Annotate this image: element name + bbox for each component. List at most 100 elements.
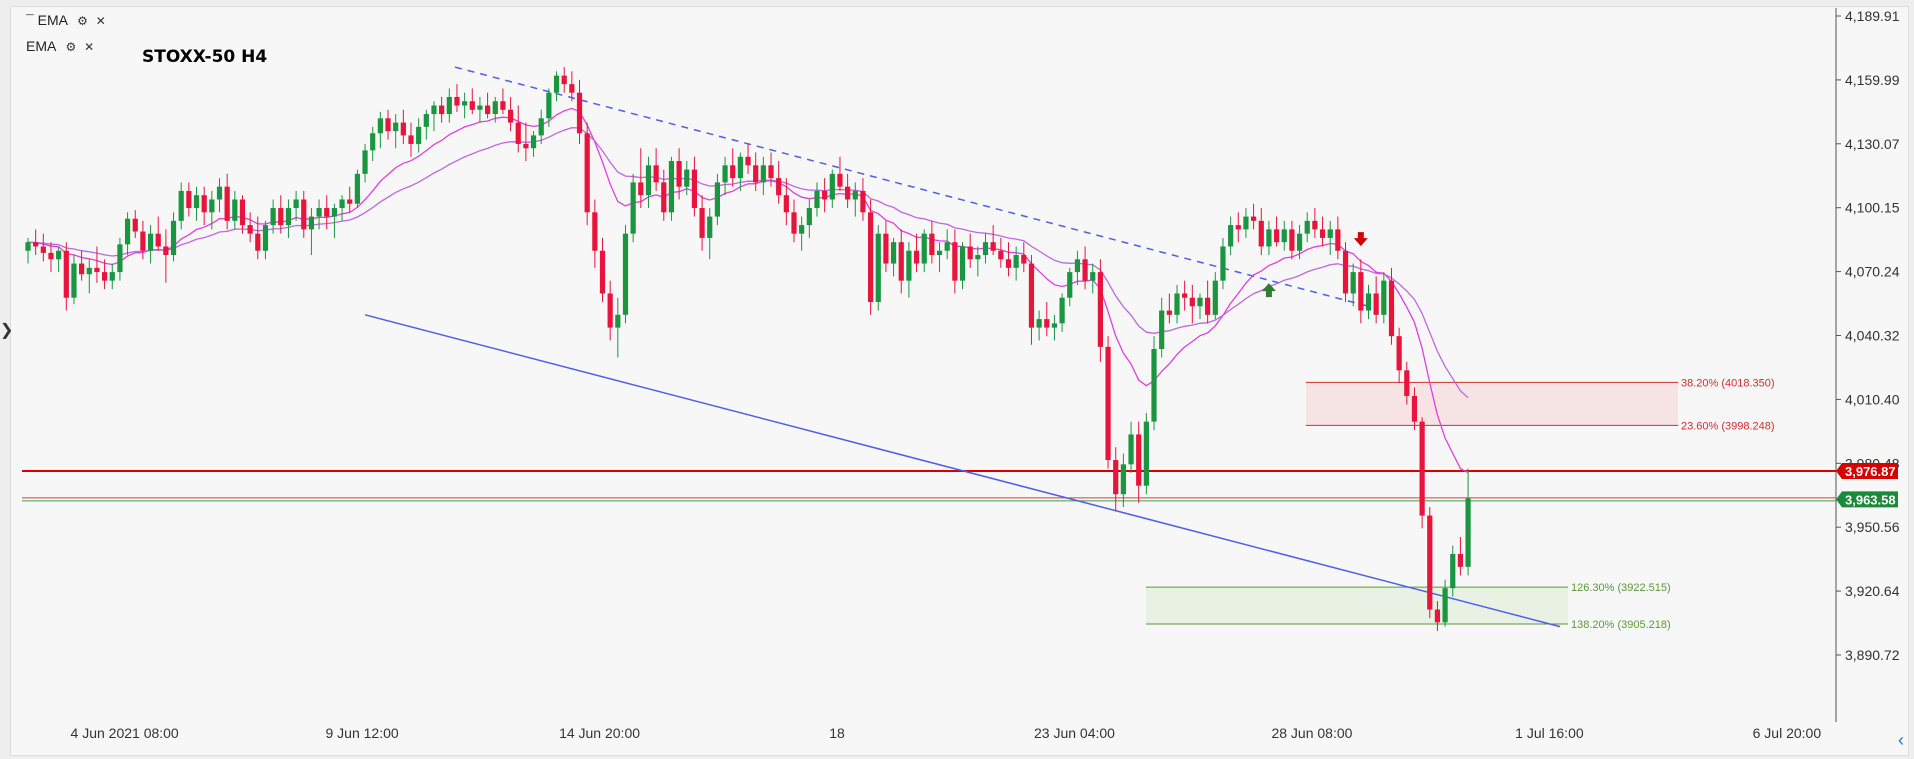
chart-panel[interactable] bbox=[10, 6, 1909, 756]
candle-body bbox=[40, 246, 46, 253]
candle bbox=[331, 203, 337, 238]
candle-body bbox=[952, 242, 958, 281]
candle bbox=[163, 229, 169, 283]
candle-body bbox=[898, 242, 904, 281]
candle-body bbox=[155, 233, 161, 247]
candle-body bbox=[584, 133, 590, 213]
x-tick-label: 9 Jun 12:00 bbox=[326, 725, 399, 741]
fib-level-label: 138.20% (3905.218) bbox=[1571, 619, 1671, 631]
candle-body bbox=[140, 231, 146, 251]
candle bbox=[301, 190, 307, 238]
candle-body bbox=[906, 250, 912, 281]
candle-body bbox=[1205, 297, 1211, 315]
candle bbox=[178, 182, 184, 230]
candle bbox=[285, 199, 292, 238]
gear-icon[interactable]: ⚙ bbox=[65, 40, 77, 54]
candle-body bbox=[982, 242, 989, 256]
ema-indicator-2[interactable]: EMA ⚙ ✕ bbox=[26, 38, 94, 54]
candle bbox=[132, 210, 138, 238]
candle bbox=[737, 152, 743, 191]
candle-body bbox=[860, 190, 866, 213]
candle bbox=[63, 242, 69, 311]
candle-body bbox=[347, 199, 353, 204]
candle-body bbox=[247, 225, 253, 234]
y-tick-label: 4,040.32 bbox=[1845, 327, 1900, 343]
candle-body bbox=[1365, 293, 1372, 311]
candle bbox=[446, 88, 452, 123]
candle-body bbox=[1182, 293, 1188, 298]
candle bbox=[845, 173, 851, 209]
candle bbox=[952, 229, 958, 294]
candle bbox=[56, 246, 62, 273]
candle bbox=[454, 84, 460, 112]
candle bbox=[753, 152, 759, 191]
candle bbox=[1396, 327, 1402, 384]
candle bbox=[1028, 255, 1035, 345]
candle-body bbox=[393, 122, 399, 132]
candle-body bbox=[193, 195, 200, 209]
gear-icon[interactable]: ⚙ bbox=[77, 14, 88, 28]
candle bbox=[561, 67, 567, 93]
candle bbox=[1151, 336, 1157, 431]
candle bbox=[1350, 263, 1356, 307]
chevron-right-icon[interactable]: ❯ bbox=[0, 322, 14, 339]
candle bbox=[852, 182, 858, 217]
candle-body bbox=[944, 242, 950, 251]
candle-body bbox=[607, 293, 613, 328]
candle bbox=[1036, 310, 1042, 341]
candle bbox=[431, 101, 437, 132]
candle bbox=[155, 216, 161, 251]
candle-body bbox=[699, 208, 705, 238]
candle-body bbox=[1434, 609, 1441, 623]
candle bbox=[875, 225, 881, 311]
candle-body bbox=[530, 135, 537, 149]
candle-body bbox=[385, 118, 391, 132]
candle-body bbox=[1174, 293, 1180, 315]
candle-body bbox=[132, 218, 138, 232]
candle-body bbox=[462, 101, 468, 106]
candle bbox=[1427, 507, 1433, 619]
candle-body bbox=[753, 165, 759, 183]
candle-body bbox=[163, 246, 169, 256]
y-tick-label: 4,189.91 bbox=[1845, 8, 1900, 24]
candle bbox=[224, 173, 230, 230]
candle-body bbox=[776, 178, 782, 196]
candle bbox=[33, 229, 39, 256]
candle bbox=[1067, 267, 1073, 307]
candle-body bbox=[270, 208, 276, 226]
candle bbox=[998, 237, 1004, 268]
candle bbox=[324, 195, 330, 230]
candle-body bbox=[599, 250, 606, 294]
candle bbox=[1059, 293, 1065, 332]
candle-body bbox=[760, 165, 766, 183]
candle bbox=[140, 220, 146, 260]
close-icon[interactable]: ✕ bbox=[95, 14, 106, 28]
candle bbox=[94, 246, 100, 283]
candle-body bbox=[1327, 229, 1333, 238]
chevron-left-icon[interactable]: ‹ bbox=[1898, 730, 1904, 750]
candle bbox=[507, 96, 514, 132]
candle bbox=[1335, 216, 1341, 260]
candle-body bbox=[423, 114, 429, 127]
candle-body bbox=[1243, 216, 1249, 230]
candle-body bbox=[661, 182, 667, 213]
candle-body bbox=[638, 182, 644, 196]
candle bbox=[270, 199, 276, 234]
candle-body bbox=[1082, 259, 1088, 281]
candle bbox=[553, 71, 560, 102]
ema-indicator-1[interactable]: ¯ EMA ⚙ ✕ bbox=[26, 12, 106, 28]
candle bbox=[1235, 212, 1241, 243]
candle-body bbox=[1159, 310, 1165, 349]
candle bbox=[645, 156, 652, 209]
candle bbox=[170, 212, 177, 262]
candle-body bbox=[1166, 310, 1172, 315]
candle bbox=[913, 233, 920, 273]
fib-level-label: 23.60% (3998.248) bbox=[1681, 420, 1775, 432]
candle-body bbox=[883, 233, 889, 264]
candle-body bbox=[331, 208, 337, 217]
close-icon[interactable]: ✕ bbox=[84, 40, 95, 54]
candle bbox=[354, 169, 360, 209]
candle-body bbox=[1143, 421, 1149, 486]
fib-level-label: 38.20% (4018.350) bbox=[1681, 377, 1775, 389]
